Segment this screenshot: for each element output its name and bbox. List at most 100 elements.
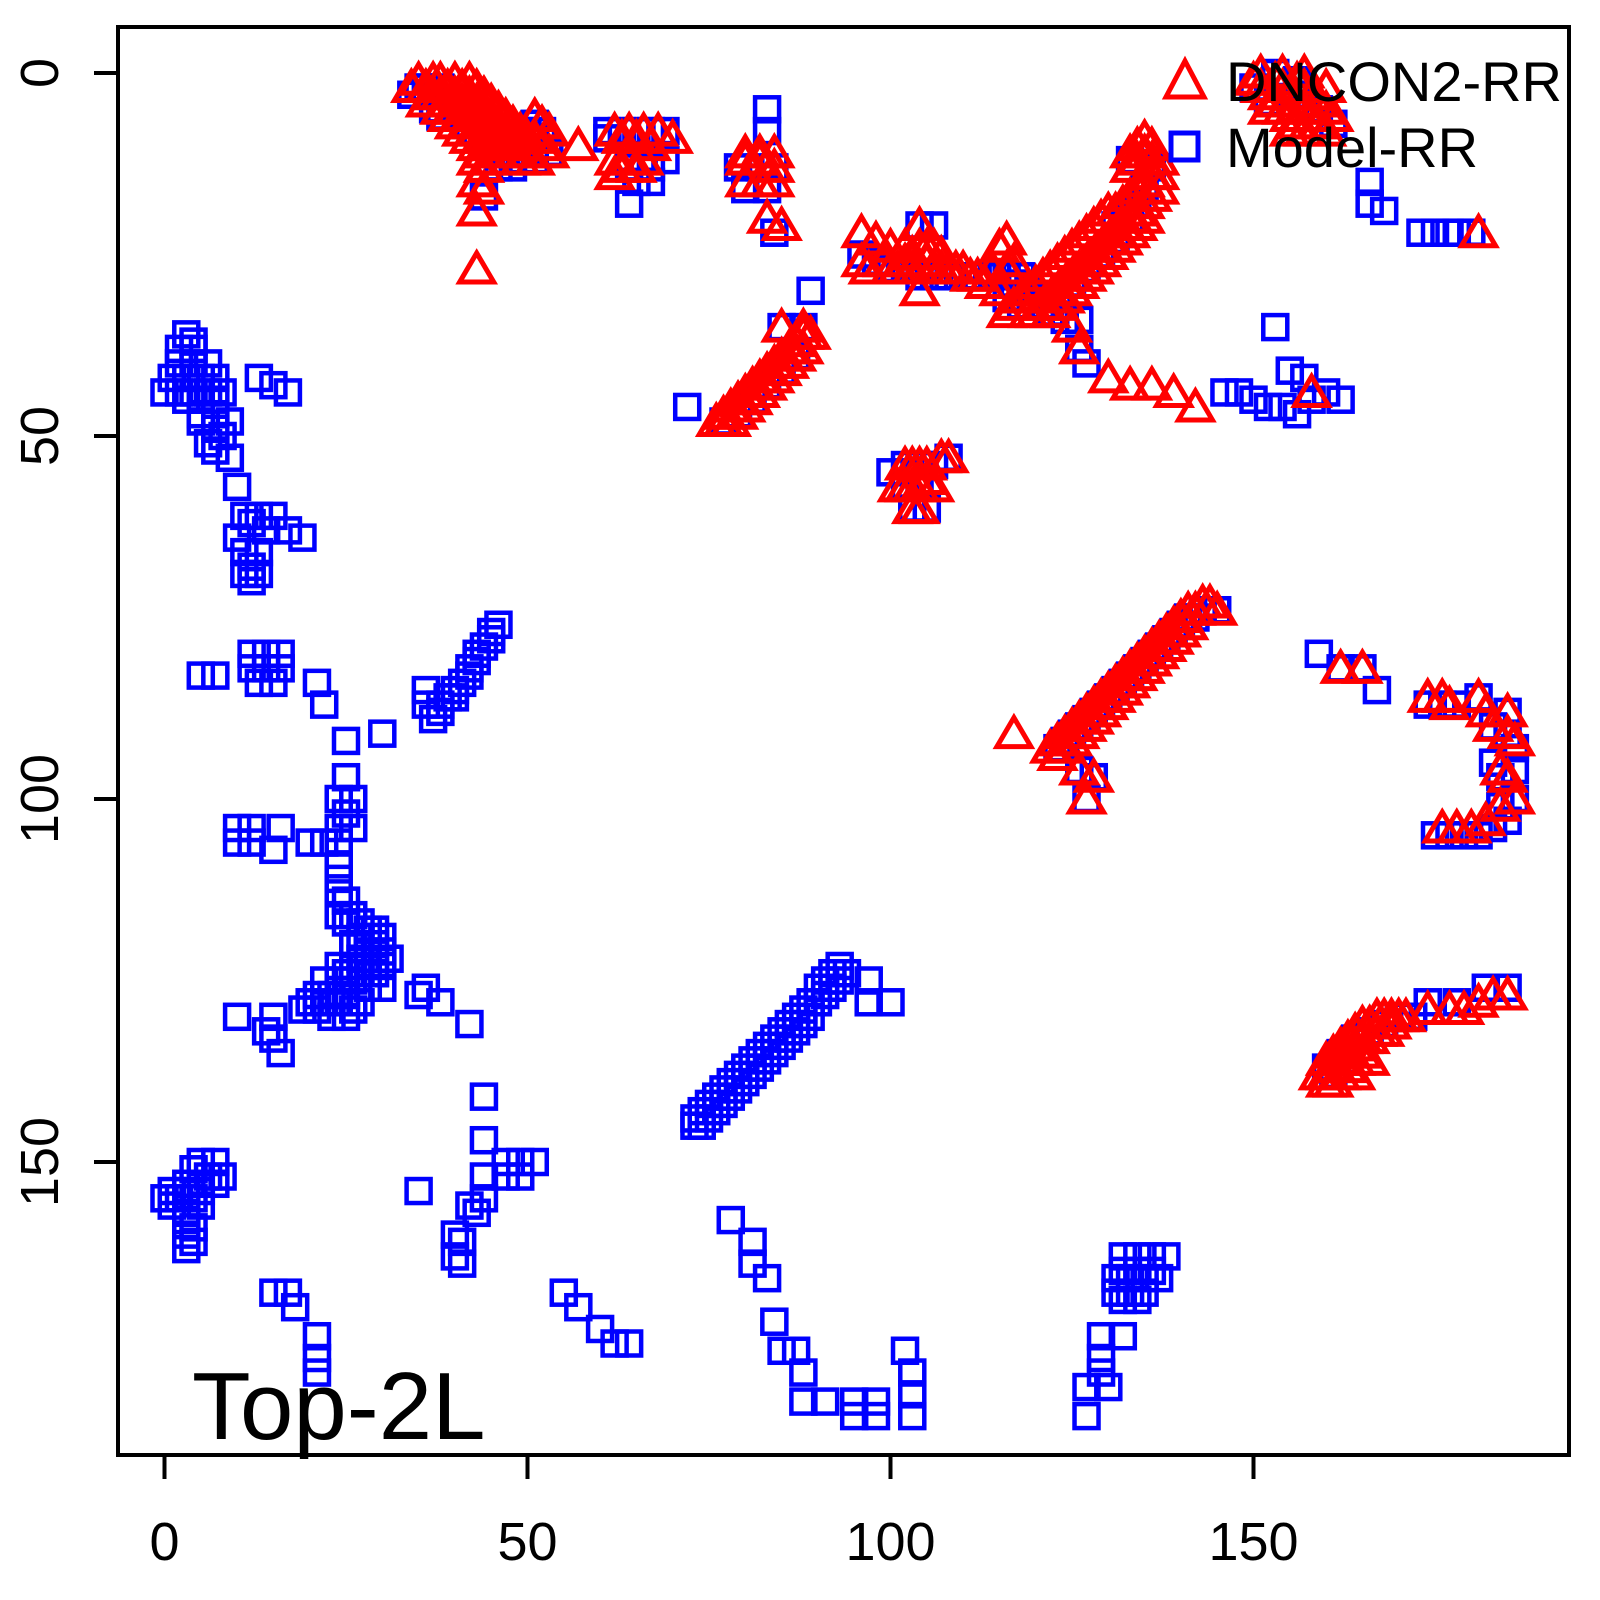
- data-point-square: [1072, 1401, 1101, 1431]
- data-point-triangle: [1115, 124, 1159, 162]
- data-point-square: [752, 1263, 782, 1293]
- data-point-triangle: [1311, 95, 1355, 133]
- data-point-triangle: [789, 313, 833, 350]
- data-point-square: [418, 704, 448, 734]
- data-point-triangle: [1442, 988, 1486, 1026]
- x-axis-tick-label: 50: [497, 1512, 557, 1572]
- data-point-triangle: [752, 160, 796, 198]
- data-point-square: [186, 661, 216, 690]
- data-point-square: [244, 668, 274, 698]
- data-point-triangle: [912, 226, 956, 263]
- data-point-square: [447, 1249, 477, 1278]
- data-point-square: [317, 1002, 346, 1032]
- data-point-triangle: [905, 458, 949, 496]
- data-point-square: [179, 334, 208, 364]
- legend-square-glyph: [1168, 130, 1201, 163]
- data-point-triangle: [1493, 719, 1537, 757]
- data-point-square: [237, 639, 266, 669]
- data-point-triangle: [774, 335, 818, 372]
- data-point-square: [222, 813, 252, 843]
- data-point-triangle: [1290, 73, 1333, 111]
- data-point-square: [324, 784, 353, 814]
- data-point-triangle: [1428, 683, 1471, 721]
- data-point-square: [440, 1242, 470, 1271]
- data-point-triangle: [1420, 676, 1464, 713]
- data-point-triangle: [1188, 582, 1232, 619]
- data-point-square: [1210, 378, 1239, 407]
- data-point-triangle: [513, 139, 557, 176]
- data-point-square: [215, 443, 245, 473]
- data-point-square: [1123, 1285, 1152, 1315]
- data-point-square: [469, 632, 499, 661]
- data-point-square: [222, 828, 252, 857]
- data-point-square: [426, 697, 455, 727]
- data-point-square: [244, 559, 274, 589]
- data-point-triangle: [1086, 356, 1130, 394]
- data-point-square: [1115, 1278, 1145, 1307]
- data-point-triangle: [1108, 364, 1152, 401]
- data-point-square: [222, 472, 252, 502]
- legend: DNCON2-RR Model-RR: [1152, 48, 1562, 180]
- data-point-triangle: [1486, 756, 1529, 793]
- data-point-triangle: [1290, 371, 1333, 408]
- data-point-square: [251, 639, 281, 669]
- data-point-square: [476, 625, 506, 654]
- data-point-triangle: [1341, 647, 1384, 684]
- data-point-square: [564, 1292, 593, 1322]
- data-point-square: [505, 1147, 535, 1177]
- data-point-square: [469, 1082, 499, 1111]
- data-point-square: [266, 813, 295, 843]
- data-point-square: [230, 559, 259, 589]
- data-point-square: [266, 1038, 295, 1068]
- data-point-square: [244, 501, 274, 531]
- data-point-square: [614, 1329, 644, 1358]
- legend-label-dncon2: DNCON2-RR: [1226, 49, 1562, 113]
- data-point-square: [861, 1387, 891, 1416]
- x-axis-tick-label: 100: [845, 1512, 935, 1572]
- data-point-square: [339, 813, 368, 843]
- data-point-triangle: [782, 306, 825, 343]
- data-point-square: [469, 1184, 499, 1213]
- data-point-square: [600, 1329, 629, 1358]
- data-point-square: [222, 1002, 252, 1032]
- legend-triangle-glyph: [1161, 55, 1209, 100]
- data-point-square: [157, 363, 187, 393]
- data-point-square: [172, 320, 201, 349]
- data-point-square: [411, 675, 441, 705]
- data-point-square: [237, 813, 266, 843]
- y-axis-tick-label: 50: [10, 406, 70, 466]
- data-point-triangle: [1304, 1061, 1348, 1098]
- data-point-square: [1304, 639, 1334, 669]
- data-point-square: [266, 654, 295, 683]
- data-point-triangle: [956, 255, 999, 292]
- data-point-square: [164, 334, 194, 364]
- data-point-square: [172, 1220, 201, 1249]
- data-point-triangle: [1486, 712, 1529, 750]
- data-point-square: [157, 1191, 187, 1220]
- data-point-square: [237, 552, 266, 581]
- data-point-triangle: [498, 124, 542, 162]
- data-point-triangle: [1304, 66, 1348, 104]
- data-point-triangle: [1130, 364, 1174, 401]
- data-point-square: [331, 726, 361, 756]
- data-point-triangle: [1370, 1003, 1413, 1040]
- data-point-square: [1369, 196, 1399, 226]
- data-point-square: [760, 1307, 789, 1336]
- data-point-triangle: [1123, 117, 1166, 154]
- data-point-triangle: [978, 226, 1021, 263]
- data-point-square: [1094, 1372, 1123, 1402]
- data-point-triangle: [462, 131, 506, 169]
- plot-border: [116, 25, 1571, 1457]
- data-point-square: [1144, 1263, 1174, 1293]
- data-point-square: [179, 349, 208, 378]
- y-axis-tick-label: 100: [10, 754, 70, 844]
- data-point-triangle: [1246, 88, 1290, 125]
- data-point-square: [244, 363, 274, 393]
- data-point-square: [193, 429, 223, 458]
- data-point-square: [309, 690, 339, 719]
- data-point-square: [331, 799, 361, 828]
- data-point-triangle: [593, 153, 636, 191]
- data-point-triangle: [1275, 59, 1319, 96]
